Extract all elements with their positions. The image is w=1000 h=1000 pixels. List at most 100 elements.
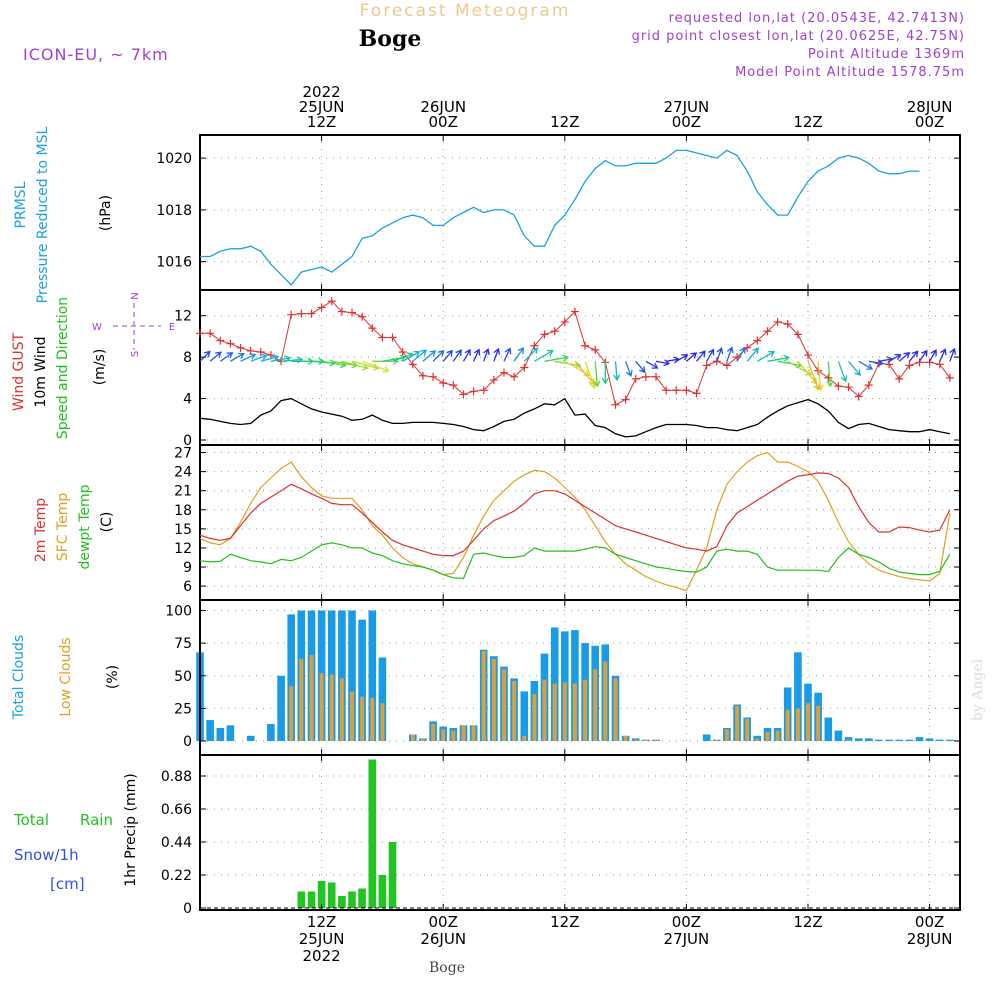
precip-bars bbox=[297, 759, 397, 908]
wind-arrow bbox=[624, 361, 633, 377]
total-cloud-bar bbox=[378, 657, 387, 741]
gust-marker bbox=[905, 361, 914, 370]
total-cloud-bar bbox=[794, 652, 802, 741]
gust-marker bbox=[469, 387, 478, 396]
gust-marker bbox=[925, 358, 934, 367]
compass-w: W bbox=[92, 322, 102, 333]
cloud-bars bbox=[196, 610, 954, 741]
gust-marker bbox=[682, 386, 691, 395]
ytick-label: 27 bbox=[174, 446, 192, 462]
gust-marker bbox=[348, 308, 356, 317]
total-cloud-bar bbox=[885, 739, 893, 741]
low-cloud-bar bbox=[643, 739, 648, 741]
gust-marker bbox=[834, 382, 843, 391]
ytick-label: 0.44 bbox=[161, 835, 192, 851]
gust-marker bbox=[317, 303, 326, 312]
low-cloud-bar bbox=[542, 679, 547, 741]
gust-marker bbox=[641, 372, 650, 381]
ytick-label: 1018 bbox=[156, 203, 192, 219]
ytick-label: 0.88 bbox=[161, 769, 192, 785]
gust-marker bbox=[945, 373, 954, 382]
wind-arrow bbox=[675, 354, 689, 362]
temperature-panel: 6 9 12 15 18 21 24 27 bbox=[174, 444, 961, 601]
wind-arrow bbox=[230, 352, 245, 362]
low-cloud-bar bbox=[370, 697, 375, 741]
gust-marker bbox=[611, 400, 620, 409]
gust-marker bbox=[479, 386, 488, 395]
bottom-time-label: 12Z bbox=[550, 913, 579, 931]
gust-marker bbox=[408, 360, 417, 369]
gust-marker bbox=[500, 368, 508, 377]
total-cloud-bar bbox=[915, 737, 924, 741]
wind-arrow bbox=[888, 353, 902, 362]
top-time-label: 25JUN bbox=[299, 98, 345, 116]
wind-arrow bbox=[412, 349, 428, 362]
wind-arrow bbox=[665, 356, 681, 364]
point-altitude: Point Altitude 1369m bbox=[808, 47, 965, 62]
low-cloud-bar bbox=[512, 681, 517, 741]
top-time-label: 00Z bbox=[429, 113, 458, 131]
low-cloud-bar bbox=[816, 705, 821, 741]
low-cloud-bar bbox=[755, 738, 760, 741]
total-cloud-bar bbox=[287, 614, 295, 741]
wind-arrow bbox=[402, 350, 421, 362]
wind-arrow bbox=[219, 352, 234, 362]
cloud-label-unit: (%) bbox=[105, 665, 121, 689]
wind-labels: Wind GUST 10m Wind Speed and Direction (… bbox=[11, 297, 108, 439]
total-cloud-bar bbox=[368, 610, 377, 741]
ytick-label: 6 bbox=[183, 579, 192, 595]
rain-bar bbox=[348, 891, 356, 908]
wind-arrow bbox=[281, 356, 304, 364]
precip-label-snow: Snow/1h bbox=[14, 846, 79, 864]
total-cloud-bar bbox=[865, 738, 873, 741]
wind-arrow bbox=[260, 354, 280, 362]
gust-marker bbox=[297, 309, 306, 318]
total-cloud-bar bbox=[834, 730, 843, 741]
wind-arrow bbox=[574, 360, 595, 386]
wind-arrow bbox=[767, 354, 791, 362]
wind-arrow bbox=[858, 360, 874, 370]
low-cloud-bar bbox=[502, 669, 506, 741]
gust-marker bbox=[418, 371, 427, 380]
bottom-time-label: 27JUN bbox=[664, 930, 710, 948]
wind-label-gust: Wind GUST bbox=[11, 332, 27, 411]
compass-e: E bbox=[169, 322, 175, 333]
wind-speed-line bbox=[199, 397, 951, 438]
gust-marker bbox=[520, 363, 529, 372]
total-cloud-bar bbox=[267, 724, 275, 741]
rain-bar bbox=[307, 891, 316, 908]
gust-marker bbox=[510, 372, 519, 381]
top-time-label: 00Z bbox=[915, 113, 944, 131]
wind-arrow bbox=[816, 361, 824, 392]
rain-bar bbox=[317, 881, 326, 908]
ytick-label: 0 bbox=[183, 901, 192, 917]
gust-marker bbox=[398, 347, 407, 356]
wind-direction-arrows bbox=[199, 346, 957, 392]
wind-arrow bbox=[544, 354, 570, 362]
total-cloud-bar bbox=[206, 720, 214, 741]
wind-arrow bbox=[635, 360, 646, 374]
low-cloud-bar bbox=[603, 661, 608, 741]
gust-marker bbox=[753, 336, 762, 345]
precip-label-total: Total bbox=[13, 811, 49, 829]
gust-marker bbox=[358, 312, 367, 321]
low-cloud-bar bbox=[309, 654, 314, 741]
wind-compass: N S W E bbox=[92, 292, 175, 357]
gust-marker bbox=[854, 392, 863, 401]
gust-marker bbox=[256, 347, 265, 356]
cloud-label-low: Low Clouds bbox=[58, 637, 74, 716]
low-cloud-bar bbox=[765, 731, 770, 741]
sfc-temp-line bbox=[199, 451, 951, 592]
ytick-label: 24 bbox=[174, 465, 192, 481]
low-cloud-bar bbox=[420, 738, 425, 741]
wind-arrow bbox=[918, 349, 928, 362]
low-cloud-bar bbox=[289, 686, 294, 741]
ytick-label: 1016 bbox=[156, 255, 192, 271]
wind-arrow bbox=[908, 350, 919, 362]
total-cloud-bar bbox=[935, 739, 944, 741]
pressure-label-prmsl: PRMSL bbox=[13, 181, 29, 228]
clouds-panel: 0 25 50 75 100 bbox=[165, 599, 961, 756]
top-time-label: 12Z bbox=[550, 113, 579, 131]
wind-arrow bbox=[848, 360, 861, 376]
